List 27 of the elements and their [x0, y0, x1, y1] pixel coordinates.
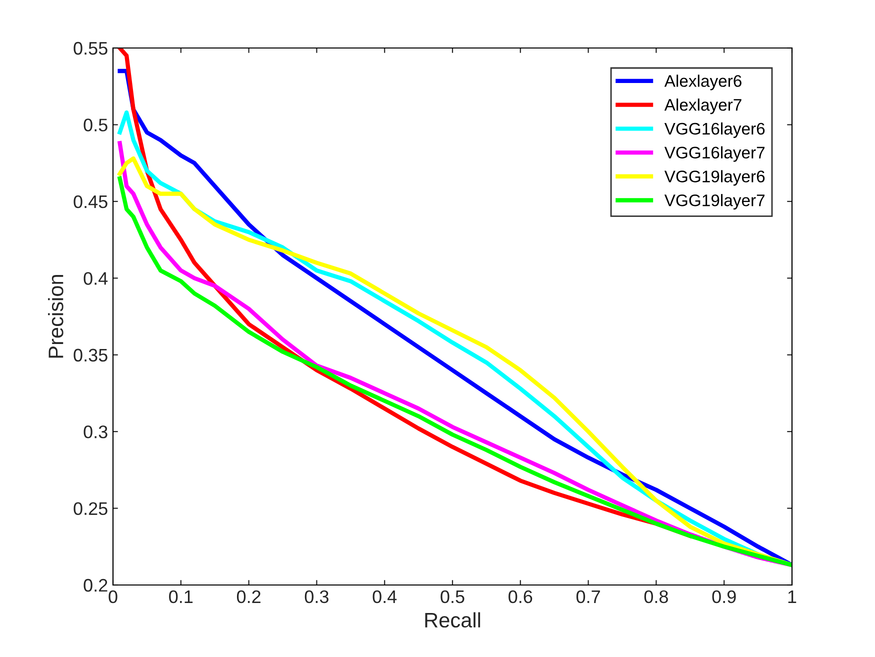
y-tick-label: 0.45 [74, 195, 108, 208]
x-tick-label: 0.4 [372, 590, 397, 604]
x-tick-label: 0.8 [644, 590, 668, 604]
x-axis-title: Recall [425, 612, 480, 628]
x-tick-label: 0.1 [169, 590, 193, 604]
legend-label: Alexlayer6 [664, 74, 742, 90]
y-tick-label: 0.4 [84, 272, 108, 285]
x-tick-label: 1 [788, 590, 796, 603]
legend-label: VGG16layer7 [664, 146, 764, 162]
legend-label: VGG19layer6 [664, 170, 765, 186]
x-tick-label: 0 [108, 590, 118, 604]
legend-label: VGG16layer6 [664, 122, 765, 138]
x-tick-label: 0.2 [236, 590, 260, 604]
x-tick-label: 0.3 [304, 590, 328, 604]
y-tick-label: 0.3 [84, 426, 108, 438]
y-tick-label: 0.25 [74, 502, 108, 516]
y-tick-label: 0.35 [74, 348, 108, 362]
y-axis-title: Precision [48, 275, 64, 358]
y-tick-label: 0.2 [84, 578, 108, 592]
x-tick-label: 0.7 [576, 590, 600, 604]
legend-label: Alexlayer7 [664, 98, 742, 114]
y-tick-label: 0.5 [84, 118, 108, 132]
x-tick-label: 0.9 [712, 590, 736, 604]
legend-label: VGG19layer7 [664, 194, 764, 210]
x-tick-label: 0.5 [440, 590, 464, 604]
y-tick-label: 0.55 [74, 42, 108, 55]
x-tick-label: 0.6 [508, 590, 532, 604]
